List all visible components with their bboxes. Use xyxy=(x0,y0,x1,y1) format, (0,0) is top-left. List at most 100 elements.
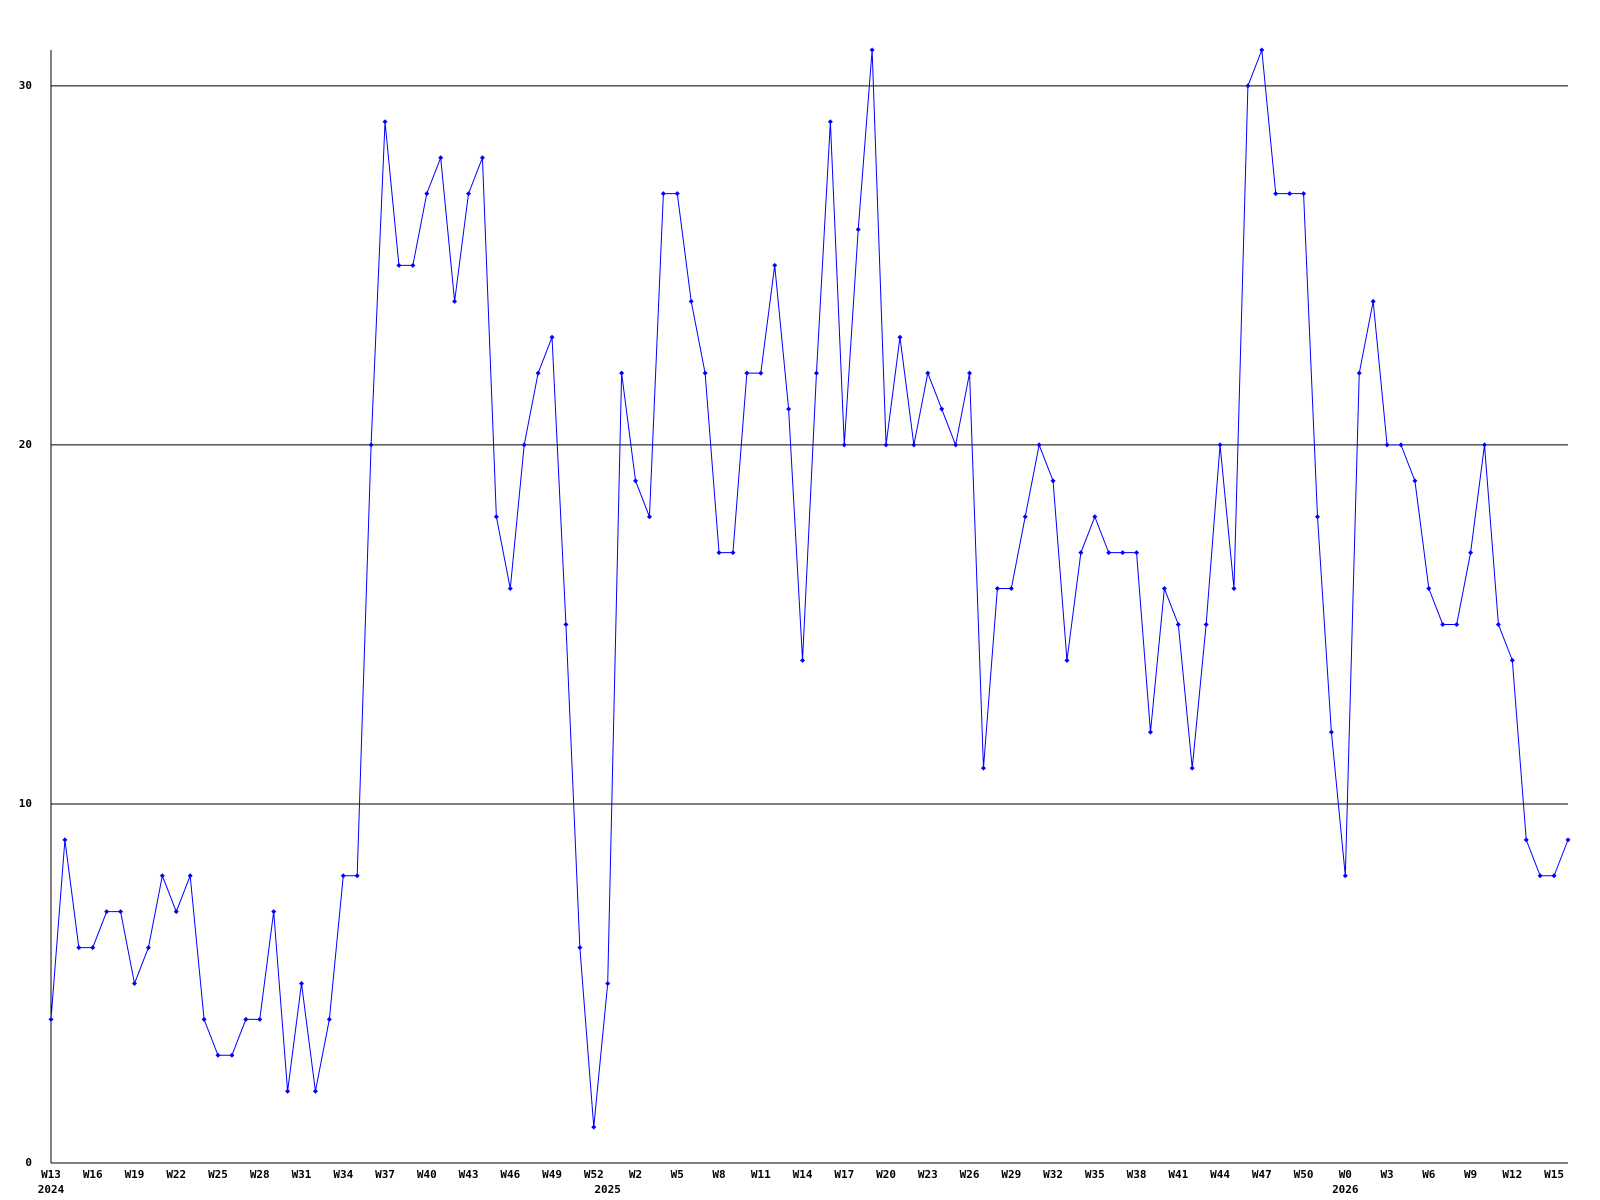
point-marker xyxy=(1036,442,1042,448)
point-marker xyxy=(1565,837,1571,843)
point-marker xyxy=(368,442,374,448)
point-marker xyxy=(312,1088,318,1094)
point-marker xyxy=(674,191,680,197)
x-tick-label: W11 xyxy=(751,1168,771,1181)
point-marker xyxy=(1551,873,1557,879)
x-tick-label: W12 xyxy=(1502,1168,1522,1181)
x-tick-label: W22 xyxy=(166,1168,186,1181)
point-marker xyxy=(1064,657,1070,663)
x-tick-label: W47 xyxy=(1252,1168,1272,1181)
point-marker xyxy=(1161,586,1167,592)
point-marker xyxy=(1245,83,1251,89)
point-marker xyxy=(646,514,652,520)
point-marker xyxy=(1481,442,1487,448)
point-marker xyxy=(410,262,416,268)
point-marker xyxy=(688,298,694,304)
point-marker xyxy=(1189,765,1195,771)
point-marker xyxy=(396,262,402,268)
x-tick-label: W52 xyxy=(584,1168,604,1181)
point-marker xyxy=(1022,514,1028,520)
point-marker xyxy=(466,191,472,197)
point-marker xyxy=(452,298,458,304)
x-tick-label: W46 xyxy=(500,1168,520,1181)
x-tick-label: W20 xyxy=(876,1168,896,1181)
x-tick-label: W49 xyxy=(542,1168,562,1181)
point-marker xyxy=(1537,873,1543,879)
point-marker xyxy=(786,406,792,412)
point-marker xyxy=(633,478,639,484)
point-marker xyxy=(132,980,138,986)
point-marker xyxy=(104,909,110,915)
x-tick-label: W31 xyxy=(292,1168,312,1181)
point-marker xyxy=(1356,370,1362,376)
point-marker xyxy=(1287,191,1293,197)
point-marker xyxy=(1008,586,1014,592)
point-marker xyxy=(145,945,151,951)
point-marker xyxy=(953,442,959,448)
x-tick-label: W35 xyxy=(1085,1168,1105,1181)
point-marker xyxy=(855,227,861,233)
point-marker xyxy=(730,550,736,556)
point-marker xyxy=(257,1016,263,1022)
x-tick-label: W23 xyxy=(918,1168,938,1181)
point-marker xyxy=(382,119,388,125)
point-marker xyxy=(521,442,527,448)
point-marker xyxy=(1301,191,1307,197)
point-marker xyxy=(326,1016,332,1022)
x-tick-label: W37 xyxy=(375,1168,395,1181)
x-tick-label: W40 xyxy=(417,1168,437,1181)
y-tick-label: 0 xyxy=(25,1156,32,1169)
point-marker xyxy=(1092,514,1098,520)
point-marker xyxy=(549,334,555,340)
point-marker xyxy=(800,657,806,663)
x-tick-label: W16 xyxy=(83,1168,103,1181)
point-marker xyxy=(229,1052,235,1058)
point-marker xyxy=(1231,586,1237,592)
x-tick-label: W19 xyxy=(125,1168,145,1181)
x-tick-label: W6 xyxy=(1422,1168,1436,1181)
point-marker xyxy=(1050,478,1056,484)
point-marker xyxy=(1412,478,1418,484)
point-marker xyxy=(299,980,305,986)
point-marker xyxy=(62,837,68,843)
point-marker xyxy=(1120,550,1126,556)
point-marker xyxy=(1454,621,1460,627)
point-marker xyxy=(925,370,931,376)
point-marker xyxy=(897,334,903,340)
x-tick-label: W2 xyxy=(629,1168,642,1181)
x-tick-label: W26 xyxy=(960,1168,980,1181)
x-tick-label: W13 xyxy=(41,1168,61,1181)
x-tick-label: W50 xyxy=(1294,1168,1314,1181)
point-marker xyxy=(479,155,485,161)
point-marker xyxy=(1175,621,1181,627)
point-marker xyxy=(827,119,833,125)
point-marker xyxy=(619,370,625,376)
point-marker xyxy=(869,47,875,53)
point-marker xyxy=(1106,550,1112,556)
point-marker xyxy=(1342,873,1348,879)
point-marker xyxy=(271,909,277,915)
x-tick-label: W17 xyxy=(834,1168,854,1181)
point-marker xyxy=(340,873,346,879)
point-marker xyxy=(354,873,360,879)
point-marker xyxy=(994,586,1000,592)
x-tick-label: W34 xyxy=(333,1168,353,1181)
point-marker xyxy=(1147,729,1153,735)
x-tick-label: W44 xyxy=(1210,1168,1230,1181)
point-marker xyxy=(424,191,430,197)
point-marker xyxy=(716,550,722,556)
point-marker xyxy=(1203,621,1209,627)
point-marker xyxy=(438,155,444,161)
series-line xyxy=(50,49,1569,1128)
point-marker xyxy=(1134,550,1140,556)
point-marker xyxy=(744,370,750,376)
x-tick-label: W5 xyxy=(671,1168,684,1181)
x-tick-label: W8 xyxy=(712,1168,725,1181)
point-marker xyxy=(967,370,973,376)
point-marker xyxy=(1217,442,1223,448)
point-marker xyxy=(1426,586,1432,592)
point-marker xyxy=(1384,442,1390,448)
point-marker xyxy=(90,945,96,951)
